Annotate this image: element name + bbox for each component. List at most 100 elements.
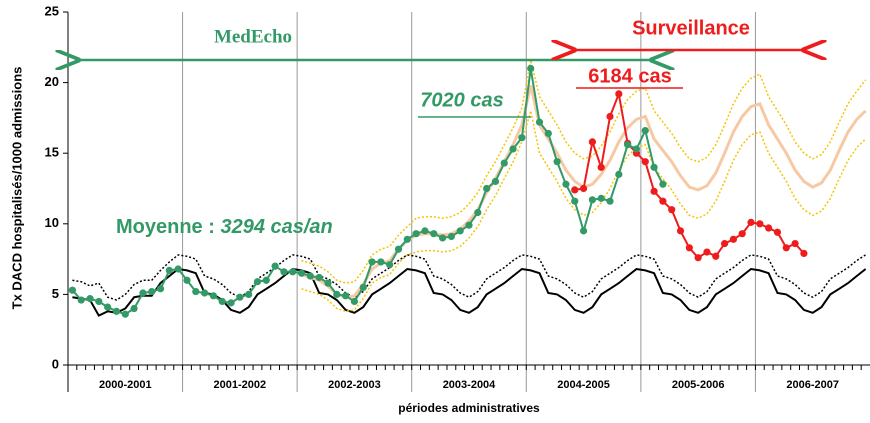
data-point xyxy=(465,221,473,229)
data-point xyxy=(659,197,667,205)
data-point xyxy=(297,269,306,277)
data-point xyxy=(535,118,544,126)
data-point xyxy=(156,285,165,293)
series-line xyxy=(301,110,867,313)
data-point xyxy=(315,273,323,282)
data-point xyxy=(579,227,588,235)
series-line xyxy=(72,254,867,301)
data-point xyxy=(483,184,491,193)
x-tick-label: 2003-2004 xyxy=(443,379,496,391)
data-point xyxy=(130,304,138,313)
data-point xyxy=(527,64,535,73)
data-point xyxy=(474,208,482,217)
series-line xyxy=(72,267,867,317)
data-point xyxy=(421,227,429,235)
data-point xyxy=(615,170,623,178)
data-point xyxy=(694,254,702,262)
data-point xyxy=(262,276,270,284)
data-point xyxy=(615,90,623,98)
data-point xyxy=(606,112,614,121)
data-point xyxy=(112,307,121,315)
data-point xyxy=(174,265,182,273)
data-point xyxy=(289,268,297,276)
data-point xyxy=(324,279,332,287)
annotation-part: 3294 cas/an xyxy=(220,216,332,238)
y-tick-label: 25 xyxy=(45,3,59,18)
data-point xyxy=(782,244,790,252)
data-point xyxy=(333,290,341,298)
data-point xyxy=(218,297,226,306)
y-axis-label: Tx DACD hospitalisés/1000 admissions xyxy=(9,67,24,310)
plot: 0 5 10 15 20 25 2000-2001 2001-2002 2002-2003 200… xyxy=(45,3,870,392)
data-point xyxy=(342,292,350,300)
data-point xyxy=(86,295,94,303)
data-point xyxy=(201,289,209,297)
data-point xyxy=(641,127,649,135)
data-point xyxy=(183,276,191,284)
data-point xyxy=(720,239,729,248)
data-point xyxy=(641,158,649,166)
data-point xyxy=(500,159,508,167)
data-point xyxy=(227,299,235,307)
y-tick-label: 5 xyxy=(52,286,59,301)
y-tick-label: 15 xyxy=(45,145,59,160)
series-line xyxy=(301,59,867,284)
data-point xyxy=(756,220,764,228)
data-point xyxy=(588,138,596,146)
data-point xyxy=(791,239,799,248)
data-point xyxy=(165,266,173,274)
data-point xyxy=(712,252,720,260)
data-point xyxy=(650,187,658,195)
x-tick-label: 2005-2006 xyxy=(672,379,725,391)
data-point xyxy=(359,283,367,291)
data-point xyxy=(456,227,464,235)
data-point xyxy=(491,177,500,186)
data-point xyxy=(253,278,262,286)
data-point xyxy=(245,290,253,298)
x-tick-label: 2002-2003 xyxy=(328,379,381,391)
data-point xyxy=(236,293,244,301)
y-tick-label: 20 xyxy=(45,74,59,89)
data-point xyxy=(447,232,455,241)
data-point xyxy=(280,268,288,276)
data-point xyxy=(518,134,526,142)
x-axis-label: périodes administratives xyxy=(398,401,540,415)
data-point xyxy=(544,129,552,138)
data-point xyxy=(350,297,359,306)
data-point xyxy=(192,287,200,296)
annotation: Surveillance xyxy=(632,17,750,39)
y-tick-label: 0 xyxy=(52,356,59,371)
data-point xyxy=(800,249,808,258)
data-point xyxy=(412,230,420,238)
data-point xyxy=(659,180,667,188)
data-point xyxy=(597,163,605,171)
data-point xyxy=(386,261,394,269)
data-point xyxy=(509,145,517,153)
data-point xyxy=(430,230,438,238)
data-point xyxy=(685,244,693,252)
data-point xyxy=(747,218,755,226)
data-point xyxy=(209,292,218,300)
data-point xyxy=(632,145,641,153)
data-point xyxy=(703,248,711,256)
annotation: 6184 cas xyxy=(588,65,671,87)
data-point xyxy=(562,180,570,188)
data-point xyxy=(553,158,561,166)
data-point xyxy=(394,245,403,253)
data-point xyxy=(729,235,737,243)
annotation: 7020 cas xyxy=(420,89,503,111)
annotation-part: Moyenne : xyxy=(116,216,220,238)
data-point xyxy=(121,310,129,318)
data-point xyxy=(765,224,773,232)
annotation: Moyenne : 3294 cas/an xyxy=(116,216,333,238)
data-point xyxy=(438,234,447,242)
data-point xyxy=(306,272,314,280)
data-point xyxy=(403,235,411,243)
data-point xyxy=(738,230,746,238)
data-point xyxy=(624,141,632,149)
data-point xyxy=(571,197,579,205)
data-point xyxy=(77,296,85,304)
x-tick-label: 2001-2002 xyxy=(214,379,267,391)
data-point xyxy=(650,163,658,171)
